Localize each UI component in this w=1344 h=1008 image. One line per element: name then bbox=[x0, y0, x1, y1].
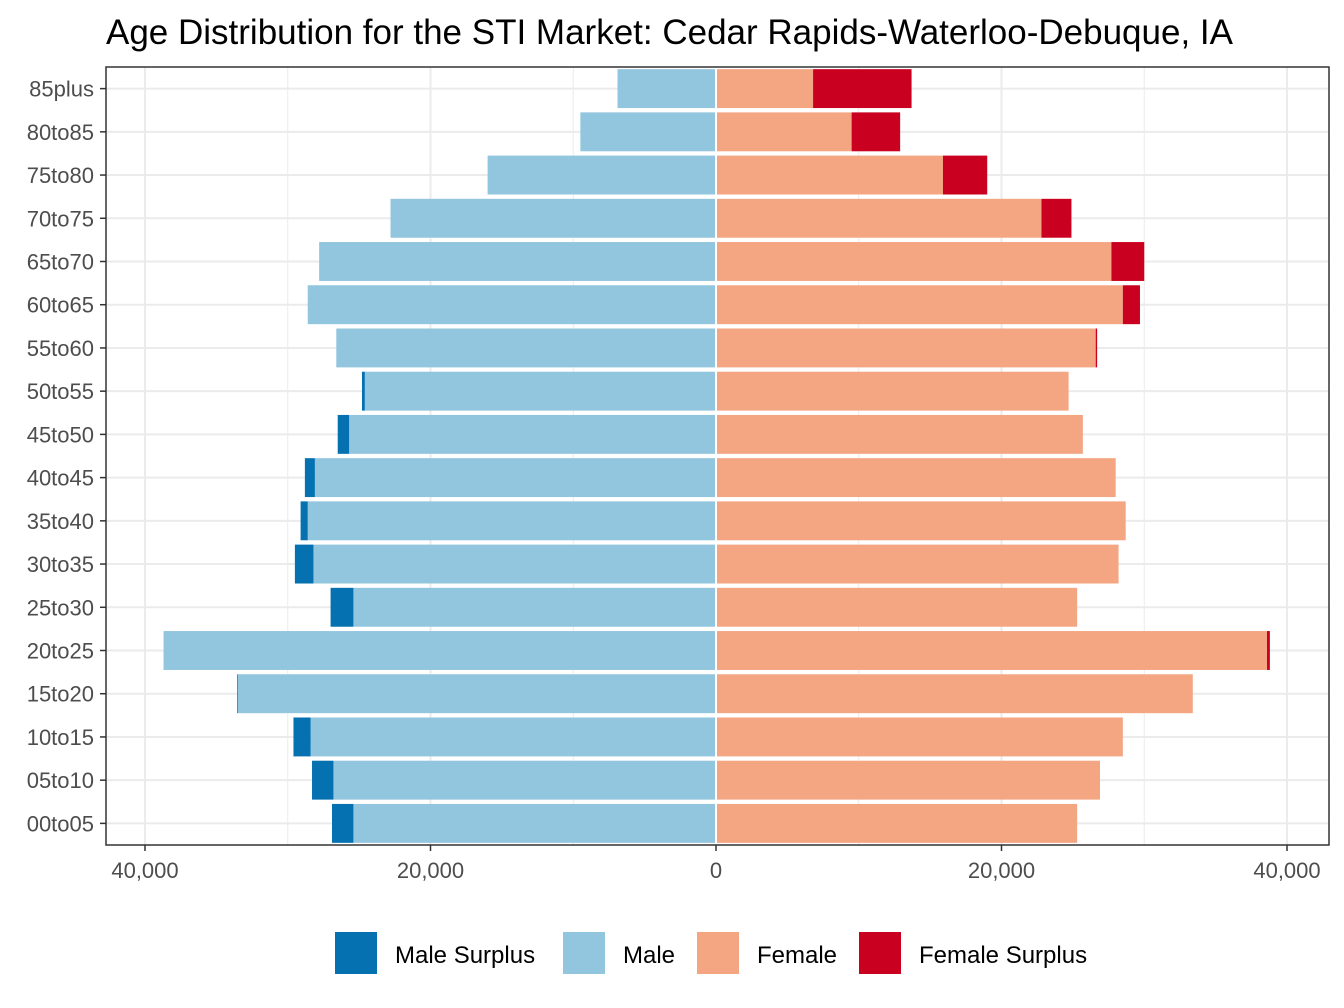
y-tick-label: 80to85 bbox=[27, 120, 94, 145]
x-tick-label: 40,000 bbox=[1253, 858, 1320, 883]
bar-female bbox=[716, 501, 1126, 541]
bar-male bbox=[580, 112, 716, 152]
bars bbox=[163, 67, 1270, 845]
bar-male bbox=[307, 501, 716, 541]
y-axis: 00to05 05to10 10to15 15to20 20to25 25to30 30to… bbox=[27, 77, 106, 836]
bar-female bbox=[716, 242, 1112, 281]
plot-panel-border bbox=[105, 66, 1330, 846]
bar-female bbox=[716, 717, 1123, 757]
bar-male bbox=[390, 198, 716, 238]
legend-swatch bbox=[859, 932, 901, 974]
bar-male bbox=[353, 587, 716, 627]
bar-female bbox=[716, 631, 1268, 670]
x-tick-label: 40,000 bbox=[111, 858, 178, 883]
bar-female bbox=[716, 328, 1096, 368]
y-tick-label: 55to60 bbox=[27, 336, 94, 361]
bar-male-surplus bbox=[330, 587, 354, 627]
bar-female-surplus bbox=[1111, 242, 1145, 281]
y-tick-label: 50to55 bbox=[27, 379, 94, 404]
bar-male bbox=[314, 458, 716, 498]
bar-male-surplus bbox=[361, 371, 365, 411]
y-tick-label: 20to25 bbox=[27, 639, 94, 664]
legend-label: Female Surplus bbox=[919, 942, 1087, 969]
chart-title: Age Distribution for the STI Market: Ced… bbox=[106, 13, 1234, 52]
bar-female-surplus bbox=[1122, 285, 1140, 325]
bar-female-surplus bbox=[1095, 328, 1098, 368]
y-tick-label: 70to75 bbox=[27, 206, 94, 231]
bar-female bbox=[716, 198, 1042, 238]
legend-swatch bbox=[335, 932, 377, 974]
y-tick-label: 30to35 bbox=[27, 552, 94, 577]
y-tick-label: 35to40 bbox=[27, 509, 94, 534]
bar-male bbox=[333, 760, 716, 800]
bar-female bbox=[716, 674, 1193, 714]
legend: Male Surplus Male Female Female Surplus bbox=[335, 932, 1087, 974]
bar-male-surplus bbox=[312, 760, 334, 800]
bar-female bbox=[716, 285, 1123, 325]
bar-female-surplus bbox=[1041, 198, 1072, 238]
bar-male-surplus bbox=[294, 544, 314, 584]
y-tick-label: 45to50 bbox=[27, 422, 94, 447]
bar-female bbox=[716, 69, 814, 109]
y-tick-label: 00to05 bbox=[27, 811, 94, 836]
bar-male-surplus bbox=[337, 414, 350, 454]
bar-female bbox=[716, 544, 1119, 584]
bar-female bbox=[716, 371, 1069, 411]
bar-male bbox=[364, 371, 716, 411]
y-tick-label: 10to15 bbox=[27, 725, 94, 750]
bar-male-surplus bbox=[300, 501, 308, 541]
x-tick-label: 20,000 bbox=[397, 858, 464, 883]
bar-female bbox=[716, 803, 1078, 843]
bar-female-surplus bbox=[851, 112, 901, 152]
y-tick-label: 85plus bbox=[29, 77, 94, 102]
bar-male bbox=[310, 717, 716, 757]
x-tick-label: 0 bbox=[710, 858, 722, 883]
y-tick-label: 65to70 bbox=[27, 250, 94, 275]
bar-male bbox=[353, 803, 716, 843]
bar-male bbox=[307, 285, 716, 325]
bar-female bbox=[716, 155, 943, 195]
x-tick-label: 20,000 bbox=[968, 858, 1035, 883]
y-tick-label: 40to45 bbox=[27, 466, 94, 491]
y-tick-label: 75to80 bbox=[27, 163, 94, 188]
bar-male bbox=[336, 328, 716, 368]
bar-female bbox=[716, 587, 1078, 627]
bar-female-surplus bbox=[1267, 631, 1270, 670]
bar-male bbox=[163, 631, 716, 670]
y-tick-label: 60to65 bbox=[27, 293, 94, 318]
bar-male bbox=[237, 674, 716, 714]
bar-male bbox=[349, 414, 716, 454]
legend-swatch bbox=[697, 932, 739, 974]
legend-swatch bbox=[563, 932, 605, 974]
legend-label: Male bbox=[623, 942, 675, 969]
bar-male-surplus bbox=[304, 458, 315, 498]
bar-male-surplus bbox=[237, 674, 238, 714]
y-tick-label: 15to20 bbox=[27, 682, 94, 707]
legend-label: Female bbox=[757, 942, 837, 969]
x-axis: 40,000 20,000 0 20,000 40,000 bbox=[111, 845, 1321, 883]
y-tick-label: 05to10 bbox=[27, 768, 94, 793]
bar-male-surplus bbox=[293, 717, 311, 757]
bar-female bbox=[716, 414, 1083, 454]
bar-female bbox=[716, 112, 852, 152]
bar-female bbox=[716, 458, 1116, 498]
bar-female-surplus bbox=[942, 155, 988, 195]
bar-male bbox=[319, 242, 716, 281]
y-tick-label: 25to30 bbox=[27, 595, 94, 620]
bar-female-surplus bbox=[813, 69, 912, 109]
legend-label: Male Surplus bbox=[395, 942, 535, 969]
bar-male bbox=[617, 69, 716, 109]
bar-male-surplus bbox=[332, 803, 354, 843]
bar-male bbox=[487, 155, 716, 195]
bar-female bbox=[716, 760, 1100, 800]
bar-male bbox=[313, 544, 716, 584]
